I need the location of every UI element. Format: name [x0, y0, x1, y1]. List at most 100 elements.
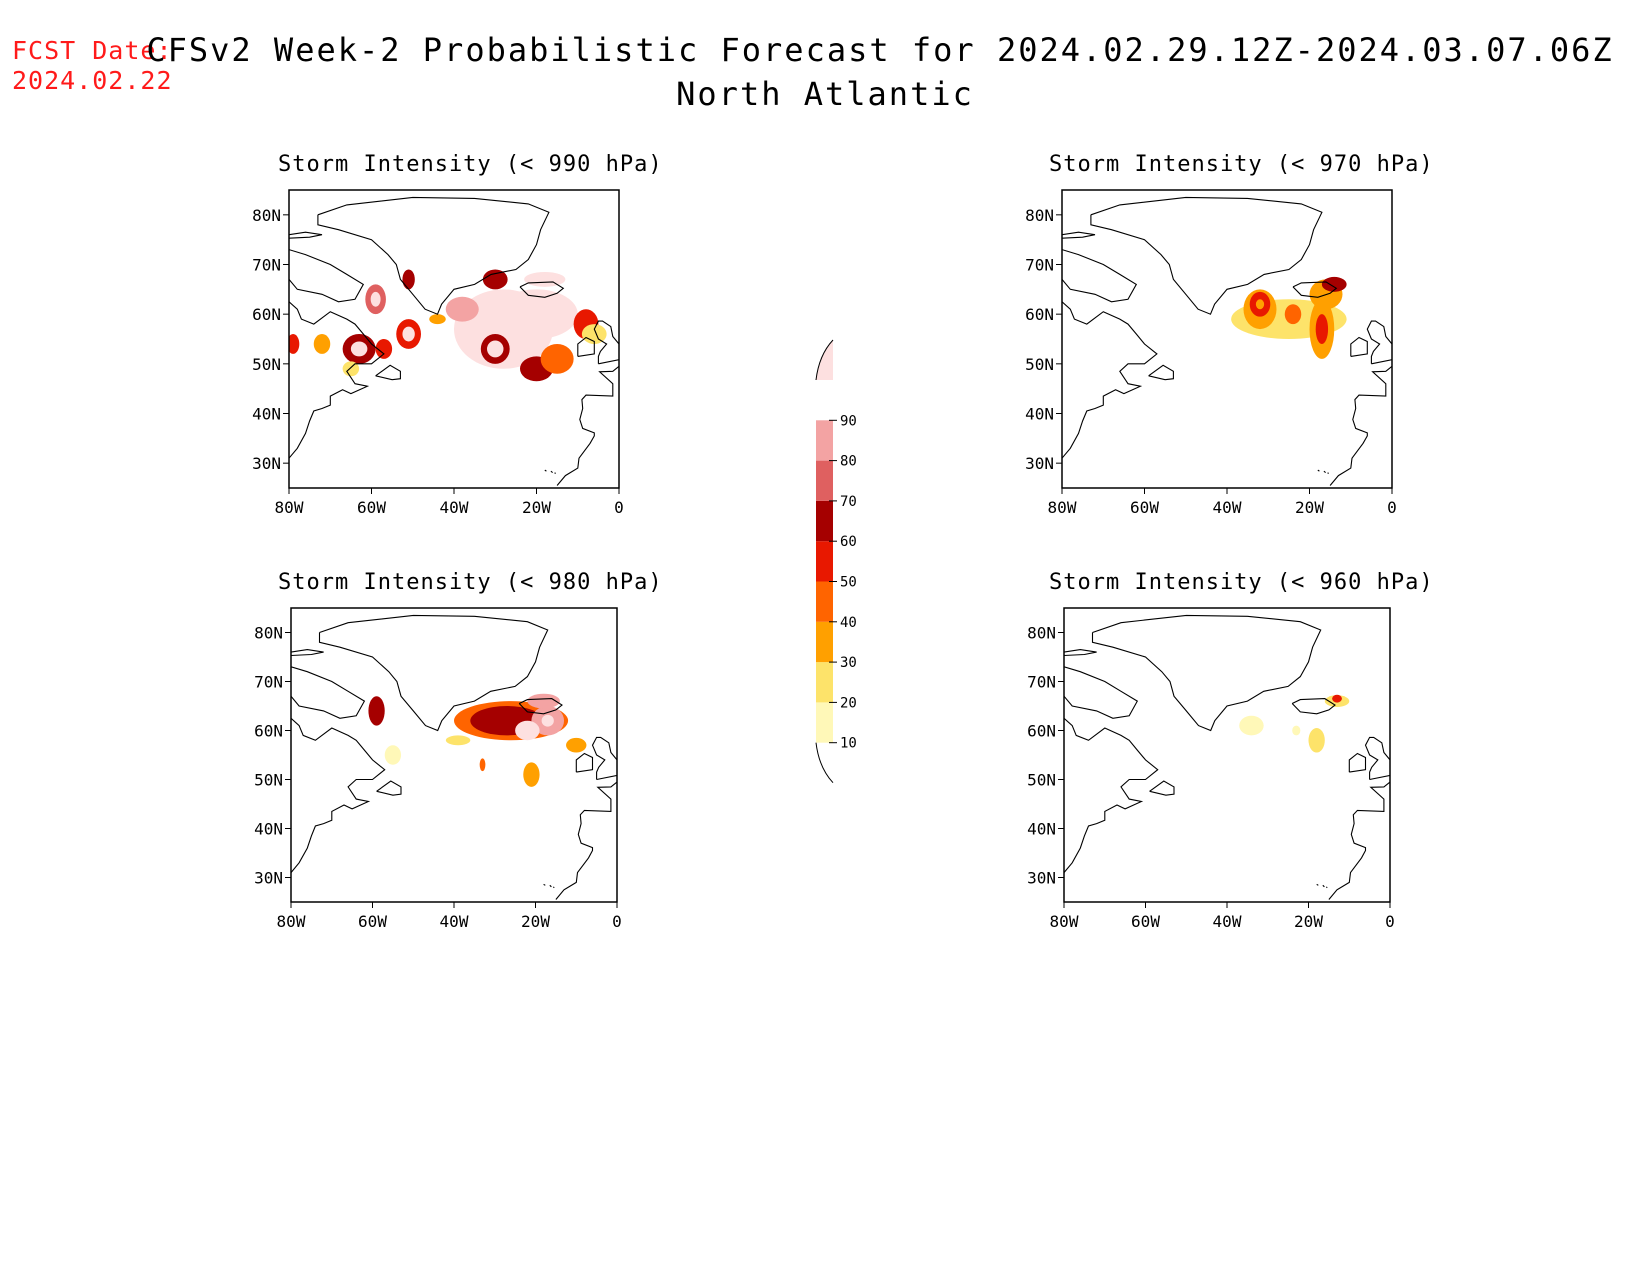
x-tick-label: 20W: [1294, 912, 1323, 931]
coastline: [1323, 470, 1326, 474]
coastline: [549, 884, 552, 888]
colorbar-swatch: [816, 541, 833, 582]
coastline: [289, 231, 323, 239]
coastline: [289, 249, 365, 303]
x-tick-label: 40W: [440, 912, 469, 931]
coastline: [1064, 666, 1139, 719]
probability-area: [375, 339, 393, 359]
probability-area: [1239, 715, 1264, 736]
colorbar-cap: [816, 340, 833, 380]
x-tick-label: 80W: [1048, 498, 1077, 517]
x-tick-label: 40W: [1213, 498, 1242, 517]
y-tick-label: 40N: [254, 820, 283, 839]
coastline: [1325, 886, 1328, 889]
y-tick-label: 30N: [254, 869, 283, 888]
coastline: [291, 666, 366, 719]
x-tick-label: 80W: [1050, 912, 1079, 931]
coastline: [552, 886, 555, 889]
probability-area: [540, 343, 574, 374]
probability-area: [445, 735, 471, 746]
y-tick-label: 80N: [254, 624, 283, 643]
y-tick-label: 50N: [1027, 771, 1056, 790]
probability-area: [384, 745, 402, 765]
coastline: [555, 781, 617, 900]
coastline: [1316, 883, 1319, 886]
coastline: [291, 649, 324, 657]
coastline: [1291, 698, 1336, 715]
y-tick-label: 30N: [252, 454, 281, 473]
coastline: [375, 364, 401, 381]
forecast-date-label: FCST Date: 2024.02.22: [12, 36, 173, 96]
colorbar-label: 50: [840, 575, 857, 591]
probability-area: [495, 289, 578, 339]
page-title: CFSv2 Week-2 Probabilistic Forecast for …: [0, 28, 1650, 116]
y-tick-label: 60N: [254, 722, 283, 741]
y-tick-label: 80N: [252, 206, 281, 225]
y-tick-label: 70N: [1025, 256, 1054, 275]
colorbar-label: 30: [840, 655, 857, 671]
coastline: [543, 883, 546, 886]
probability-area: [402, 269, 415, 290]
y-tick-label: 60N: [1025, 305, 1054, 324]
colorbar-label: 60: [840, 534, 857, 550]
coastline: [289, 301, 385, 459]
y-tick-label: 50N: [1025, 355, 1054, 374]
coastline: [593, 320, 619, 365]
coastline: [1364, 736, 1390, 781]
x-tick-label: 20W: [1295, 498, 1324, 517]
coastline: [1350, 336, 1368, 357]
y-tick-label: 30N: [1025, 454, 1054, 473]
coastline: [518, 698, 563, 715]
panel-title-980: Storm Intensity (< 980 hPa): [278, 570, 663, 595]
x-tick-label: 40W: [1213, 912, 1242, 931]
y-tick-label: 30N: [1027, 869, 1056, 888]
coastline: [519, 281, 565, 298]
coastline: [318, 614, 549, 732]
coastline: [550, 470, 553, 474]
probability-area: [1255, 299, 1265, 310]
probability-area: [1321, 276, 1347, 292]
probability-area: [566, 737, 587, 753]
x-tick-label: 60W: [1130, 498, 1159, 517]
probability-area: [479, 758, 486, 772]
x-tick-label: 0: [614, 498, 624, 517]
colorbar-label: 90: [840, 413, 857, 429]
colorbar-swatch: [816, 460, 833, 501]
coastline: [1148, 364, 1174, 381]
x-tick-label: 60W: [358, 912, 387, 931]
probability-area: [1315, 314, 1329, 344]
probability-area: [368, 696, 385, 726]
x-tick-label: 0: [1385, 912, 1395, 931]
x-tick-label: 40W: [440, 498, 469, 517]
coastline: [1327, 472, 1329, 474]
probability-area: [541, 714, 554, 727]
panel-title-990: Storm Intensity (< 990 hPa): [278, 152, 663, 177]
y-tick-label: 80N: [1025, 206, 1054, 225]
colorbar-swatch: [816, 621, 833, 663]
coastline: [1322, 884, 1325, 888]
fcst-date: 2024.02.22: [12, 66, 173, 95]
probability-area: [1332, 694, 1342, 703]
y-tick-label: 40N: [1027, 820, 1056, 839]
x-tick-label: 20W: [522, 498, 551, 517]
coastline: [1329, 365, 1392, 486]
coastline: [1062, 249, 1138, 303]
probability-area: [313, 334, 331, 354]
coastline: [1064, 649, 1097, 657]
coastline: [1064, 717, 1159, 873]
colorbar-swatch: [816, 500, 833, 542]
colorbar-label: 70: [840, 494, 857, 510]
coastline: [291, 717, 386, 873]
coastline: [1091, 614, 1322, 732]
coastline: [1328, 781, 1390, 900]
colorbar-label: 40: [840, 615, 857, 631]
coastline: [556, 365, 619, 486]
colorbar-swatch: [816, 420, 833, 461]
coastline: [1292, 281, 1338, 298]
probability-area: [429, 314, 446, 325]
colorbar-label: 20: [840, 695, 857, 711]
